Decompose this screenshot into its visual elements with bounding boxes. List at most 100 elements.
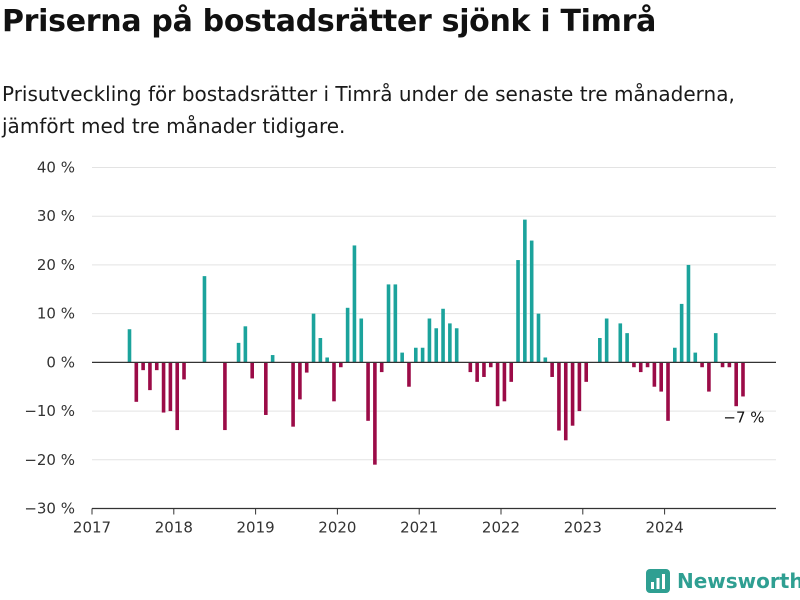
bar bbox=[339, 362, 343, 368]
bar bbox=[720, 362, 725, 368]
newsworthy-logo-text: Newsworthy bbox=[677, 569, 800, 593]
bar bbox=[693, 352, 698, 363]
bar bbox=[570, 362, 575, 426]
bar bbox=[475, 362, 479, 382]
bar bbox=[291, 362, 295, 427]
bar bbox=[707, 362, 711, 392]
bar bbox=[154, 362, 159, 371]
bar bbox=[427, 318, 432, 363]
bar bbox=[632, 362, 636, 368]
bar bbox=[529, 240, 534, 363]
bar bbox=[304, 362, 309, 373]
bar-chart: −30 %−20 %−10 %0 %10 %20 %30 %40 % 2017 2… bbox=[24, 159, 776, 537]
y-tick-label: 30 % bbox=[37, 207, 75, 225]
bar bbox=[502, 362, 507, 402]
bar bbox=[134, 362, 139, 402]
bar bbox=[557, 362, 561, 431]
bar bbox=[734, 362, 738, 407]
bar bbox=[584, 362, 589, 382]
bar bbox=[413, 347, 418, 363]
bar bbox=[127, 329, 132, 363]
bar bbox=[536, 313, 541, 363]
bar bbox=[645, 362, 650, 368]
bar bbox=[366, 362, 370, 421]
bar bbox=[345, 307, 350, 363]
bar bbox=[182, 362, 186, 380]
bar bbox=[325, 357, 329, 363]
bar bbox=[202, 276, 207, 363]
bar bbox=[468, 362, 473, 373]
bar bbox=[495, 362, 500, 407]
bar bbox=[400, 352, 404, 363]
bar bbox=[550, 362, 554, 377]
bar bbox=[148, 362, 152, 391]
bar bbox=[393, 284, 398, 363]
bar bbox=[359, 318, 364, 363]
x-tick-label: 2024 bbox=[646, 519, 684, 537]
y-axis-ticks: −30 % −20 % −10 % 0 % 10 % 20 % 30 % 40 % bbox=[24, 159, 75, 518]
bar bbox=[407, 362, 411, 387]
bar bbox=[386, 284, 391, 363]
bar bbox=[741, 362, 745, 397]
bar bbox=[311, 313, 316, 363]
bar bbox=[223, 362, 227, 431]
x-tick-label: 2021 bbox=[400, 519, 438, 537]
bar bbox=[543, 357, 548, 363]
y-tick-label: 10 % bbox=[37, 305, 75, 323]
bar bbox=[434, 328, 439, 363]
bar bbox=[598, 338, 602, 363]
bar bbox=[243, 326, 248, 363]
bar bbox=[441, 308, 445, 363]
x-tick-label: 2023 bbox=[564, 519, 602, 537]
chart-subtitle: Prisutveckling för bostadsrätter i Timrå… bbox=[2, 82, 735, 138]
x-tick-label: 2019 bbox=[237, 519, 275, 537]
chart-title: Priserna på bostadsrätter sjönk i Timrå bbox=[2, 4, 657, 39]
bar bbox=[318, 338, 323, 363]
bar bbox=[161, 362, 166, 413]
bar bbox=[563, 362, 568, 441]
bar bbox=[175, 362, 180, 431]
bar bbox=[700, 362, 704, 368]
bar bbox=[236, 342, 241, 363]
bar bbox=[577, 362, 582, 412]
bar bbox=[332, 362, 336, 402]
bar bbox=[604, 318, 609, 363]
bar bbox=[659, 362, 663, 392]
bar bbox=[638, 362, 643, 373]
bar bbox=[713, 333, 718, 363]
bar bbox=[509, 362, 514, 382]
bar bbox=[373, 362, 377, 465]
bar bbox=[420, 347, 425, 363]
y-tick-label: 40 % bbox=[37, 159, 75, 177]
bar bbox=[448, 323, 452, 363]
bar bbox=[488, 362, 493, 368]
axes bbox=[91, 361, 776, 515]
bar bbox=[264, 362, 268, 415]
last-value-label: −7 % bbox=[723, 409, 764, 427]
bar bbox=[686, 264, 691, 363]
bars bbox=[127, 219, 745, 465]
bar bbox=[250, 362, 254, 379]
bar bbox=[379, 362, 384, 373]
bar bbox=[523, 219, 527, 363]
y-tick-label: −30 % bbox=[24, 500, 75, 518]
bar bbox=[298, 362, 302, 400]
bar bbox=[141, 362, 145, 371]
x-tick-label: 2017 bbox=[73, 519, 111, 537]
newsworthy-logo-icon bbox=[646, 569, 670, 593]
bar bbox=[666, 362, 670, 421]
bar bbox=[270, 355, 275, 363]
x-tick-label: 2022 bbox=[482, 519, 520, 537]
bar bbox=[352, 245, 357, 363]
bar bbox=[454, 328, 459, 363]
bar bbox=[482, 362, 486, 377]
bar bbox=[625, 333, 629, 363]
y-tick-label: −10 % bbox=[24, 402, 75, 420]
gridlines bbox=[92, 167, 776, 509]
x-tick-label: 2018 bbox=[155, 519, 193, 537]
bar bbox=[168, 362, 173, 412]
bar bbox=[516, 260, 520, 363]
bar bbox=[679, 303, 684, 363]
y-tick-label: −20 % bbox=[24, 451, 75, 469]
x-tick-label: 2020 bbox=[318, 519, 356, 537]
